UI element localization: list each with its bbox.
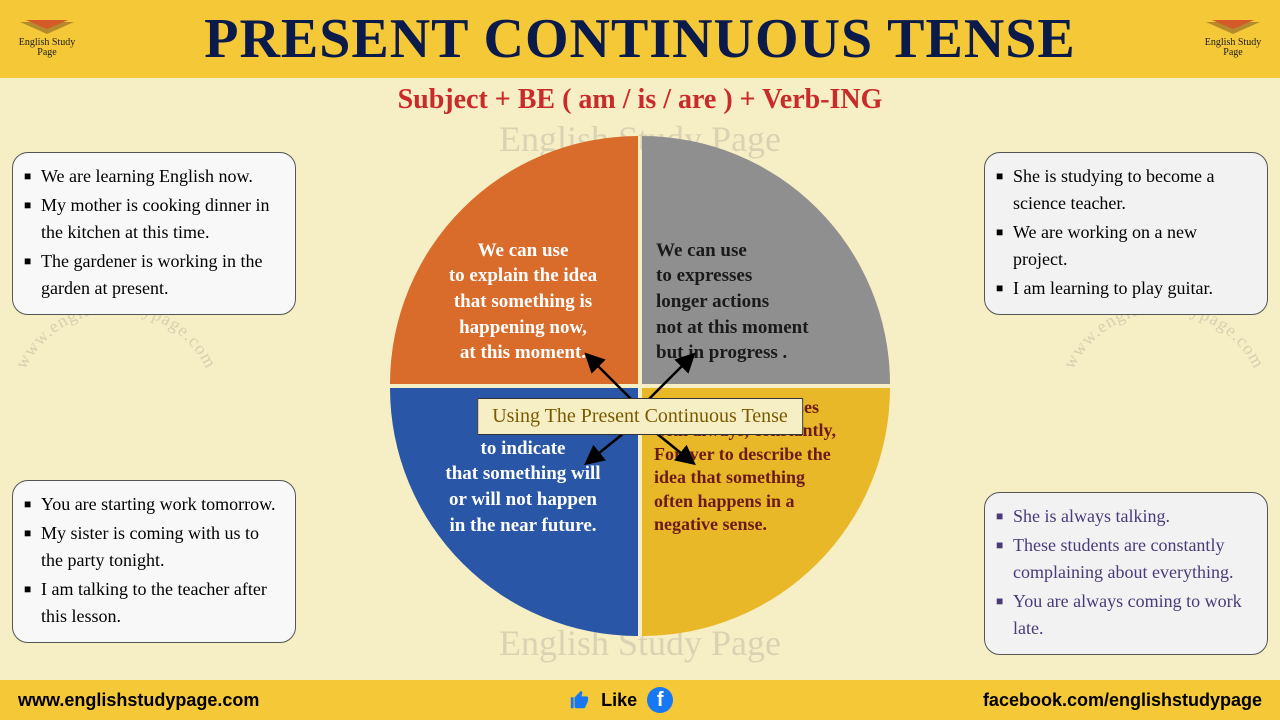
formula-text: Subject + BE ( am / is / are ) + Verb-IN…	[0, 84, 1280, 116]
example-item: She is always talking.	[993, 503, 1255, 530]
arc-watermark-left: www.englishstudypage.com	[6, 312, 226, 422]
example-item: She is studying to become a science teac…	[993, 163, 1255, 217]
footer-center: Like f	[569, 687, 673, 713]
page-root: English Study Page PRESENT CONTINUOUS TE…	[0, 0, 1280, 720]
footer-right-url[interactable]: facebook.com/englishstudypage	[983, 690, 1262, 711]
svg-text:www.englishstudypage.com: www.englishstudypage.com	[1059, 312, 1269, 372]
example-item: My sister is coming with us to the party…	[21, 520, 283, 574]
example-item: I am learning to play guitar.	[993, 275, 1255, 302]
example-item: You are starting work tomorrow.	[21, 491, 283, 518]
facebook-icon[interactable]: f	[647, 687, 673, 713]
example-item: My mother is cooking dinner in the kitch…	[21, 192, 283, 246]
footer-left-url[interactable]: www.englishstudypage.com	[18, 690, 259, 711]
logo-roof-icon	[1206, 20, 1260, 36]
svg-text:www.englishstudypage.com: www.englishstudypage.com	[11, 312, 221, 372]
logo-left: English Study Page	[8, 6, 86, 72]
examples-bottom-left: You are starting work tomorrow.My sister…	[12, 480, 296, 643]
footer-like-text: Like	[601, 690, 637, 711]
examples-top-right: She is studying to become a science teac…	[984, 152, 1268, 315]
center-label-wrap: Using The Present Continuous Tense	[477, 398, 803, 435]
examples-top-left: We are learning English now.My mother is…	[12, 152, 296, 315]
logo-right: English Study Page	[1194, 6, 1272, 72]
example-item: The gardener is working in the garden at…	[21, 248, 283, 302]
center-label: Using The Present Continuous Tense	[477, 398, 803, 435]
thumbs-up-icon[interactable]	[569, 689, 591, 711]
logo-roof-icon	[20, 20, 74, 36]
header-bar: English Study Page PRESENT CONTINUOUS TE…	[0, 0, 1280, 78]
page-title: PRESENT CONTINUOUS TENSE	[204, 7, 1076, 71]
examples-bottom-right: She is always talking.These students are…	[984, 492, 1268, 655]
example-item: I am talking to the teacher after this l…	[21, 576, 283, 630]
example-item: We are learning English now.	[21, 163, 283, 190]
logo-left-text: English Study Page	[8, 38, 86, 58]
example-item: These students are constantly complainin…	[993, 532, 1255, 586]
logo-right-text: English Study Page	[1194, 38, 1272, 58]
footer-bar: www.englishstudypage.com Like f facebook…	[0, 680, 1280, 720]
arc-watermark-right: www.englishstudypage.com	[1054, 312, 1274, 422]
main-area: Subject + BE ( am / is / are ) + Verb-IN…	[0, 78, 1280, 680]
example-item: We are working on a new project.	[993, 219, 1255, 273]
example-item: You are always coming to work late.	[993, 588, 1255, 642]
